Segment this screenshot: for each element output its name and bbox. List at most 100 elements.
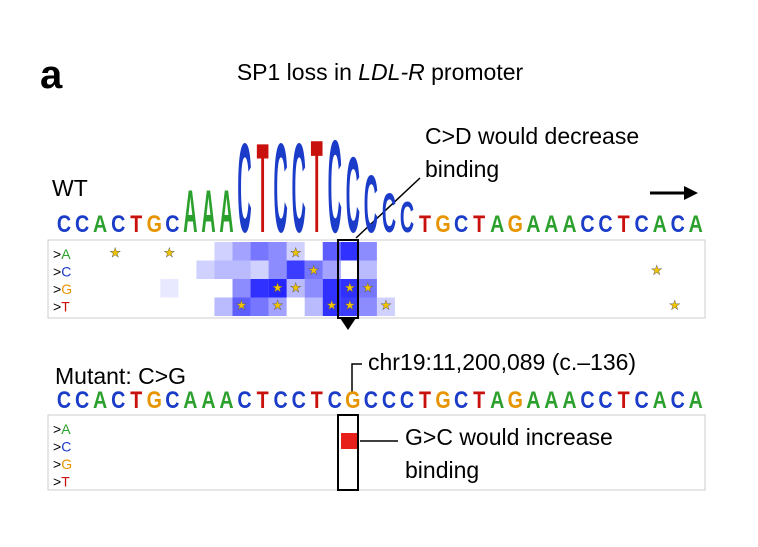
- heat-cell: [376, 297, 395, 316]
- callout-text: G>C would increase: [405, 424, 613, 450]
- sequence-letter: A: [562, 386, 576, 413]
- sequence-letter: C: [364, 386, 378, 413]
- logo-letter: A: [544, 210, 558, 237]
- heat-cell: [268, 260, 287, 279]
- sequence-letter: C: [111, 386, 125, 413]
- star: ★: [308, 263, 320, 278]
- sequence-letter: C: [382, 386, 396, 413]
- logo-letter: C: [580, 210, 594, 237]
- sequence-letter: G: [508, 386, 523, 413]
- heat-cell: [322, 297, 341, 316]
- heat-cell: [214, 242, 233, 261]
- row-label: >A: [53, 421, 71, 437]
- heat-cell: [322, 279, 341, 298]
- star: ★: [651, 263, 663, 278]
- heat-cell: [304, 260, 323, 279]
- title-part: SP1 loss in: [237, 59, 358, 85]
- heat-cell: [340, 279, 359, 298]
- sequence-letter: C: [580, 386, 594, 413]
- heat-cell: [232, 279, 251, 298]
- heat-cell: [250, 260, 269, 279]
- star: ★: [163, 245, 175, 260]
- logo-letter: A: [201, 180, 215, 246]
- marker: [340, 318, 356, 330]
- logo-letter: C: [111, 210, 125, 237]
- logo-letter: C: [237, 119, 251, 260]
- heat-cell: [286, 242, 305, 261]
- row-base: A: [61, 246, 71, 262]
- logo-letter: A: [562, 210, 576, 237]
- star: ★: [380, 298, 392, 313]
- sequence-letter: C: [400, 386, 414, 413]
- logo-letter: C: [292, 119, 306, 260]
- logo-letter: C: [454, 210, 468, 237]
- logo-letter: G: [508, 210, 523, 237]
- heat-cell: [214, 297, 233, 316]
- sequence-letter: A: [653, 386, 667, 413]
- sequence-letter: C: [75, 386, 89, 413]
- star: ★: [272, 280, 284, 295]
- row-label: >G: [53, 281, 72, 297]
- heat-cell: [340, 297, 359, 316]
- star: ★: [290, 280, 302, 295]
- logo-letter: A: [93, 210, 107, 237]
- logo-letter: T: [257, 119, 269, 260]
- logo-letter: A: [183, 180, 197, 246]
- logo-letter: C: [364, 158, 378, 250]
- star: ★: [326, 298, 338, 313]
- row-label: >G: [53, 456, 72, 472]
- logo-letter: A: [219, 180, 233, 246]
- logo-letter: C: [635, 210, 649, 237]
- heat-cell: [358, 297, 377, 316]
- sequence-letter: A: [93, 386, 107, 413]
- sequence-letter: A: [219, 386, 233, 413]
- row-base: G: [61, 456, 72, 472]
- logo-letter: A: [653, 210, 667, 237]
- star: ★: [290, 245, 302, 260]
- logo-letter: A: [689, 210, 703, 237]
- heat-cell: [268, 297, 287, 316]
- logo-letter: C: [75, 210, 89, 237]
- row-base: C: [61, 264, 71, 280]
- logo-letter: C: [274, 119, 288, 260]
- star: ★: [109, 245, 121, 260]
- sequence-letter: G: [147, 386, 162, 413]
- star: ★: [669, 298, 681, 313]
- heat-cell: [268, 242, 287, 261]
- row-base: G: [61, 281, 72, 297]
- star: ★: [236, 298, 248, 313]
- sequence-letter: T: [311, 386, 324, 413]
- sequence-letter: C: [165, 386, 179, 413]
- heat-cell: [160, 279, 179, 298]
- heat-cell: [196, 260, 215, 279]
- sequence-letter: C: [328, 386, 342, 413]
- sequence-letter: T: [618, 386, 631, 413]
- heat-cell: [322, 242, 341, 261]
- logo-letter: T: [473, 210, 486, 237]
- heat-cell: [214, 260, 233, 279]
- sequence-letter: A: [183, 386, 197, 413]
- heat-cell: [250, 279, 269, 298]
- row-label: >C: [53, 439, 71, 455]
- sequence-letter: T: [130, 386, 143, 413]
- arrow-head: [684, 186, 698, 200]
- sequence-letter: C: [454, 386, 468, 413]
- logo-letter: G: [147, 210, 162, 237]
- row-label: >T: [53, 299, 70, 315]
- logo-letter: C: [165, 210, 179, 237]
- sequence-letter: A: [544, 386, 558, 413]
- callout-line: [355, 177, 421, 239]
- heat-cell: [250, 297, 269, 316]
- sequence-letter: C: [274, 386, 288, 413]
- heat-cell: [232, 260, 251, 279]
- heat-cell: [358, 242, 377, 261]
- logo-letter: C: [328, 113, 342, 260]
- heat-cell: [322, 260, 341, 279]
- star: ★: [272, 298, 284, 313]
- callout-text: binding: [405, 457, 479, 483]
- logo-letter: C: [57, 210, 71, 237]
- heat-cell: [232, 297, 251, 316]
- star: ★: [344, 280, 356, 295]
- heatmap-frame: [47, 414, 706, 491]
